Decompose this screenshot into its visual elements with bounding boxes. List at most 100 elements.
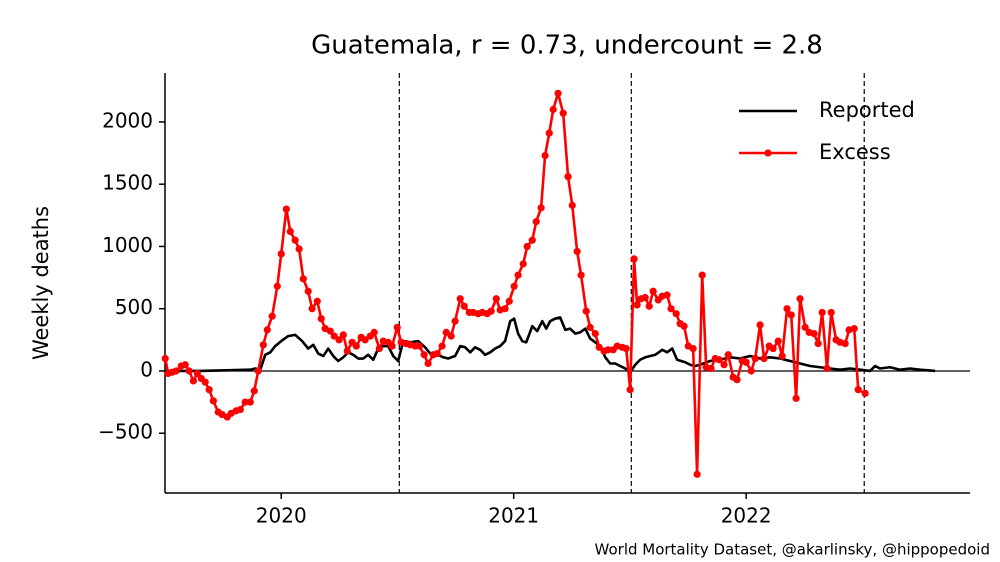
data-point: [259, 341, 267, 349]
data-point: [680, 322, 688, 330]
data-point: [559, 109, 567, 117]
y-tick-label: 1000: [102, 233, 153, 257]
data-point: [523, 242, 531, 251]
legend-label: Reported: [819, 98, 915, 122]
y-axis-label: Weekly deaths: [29, 206, 53, 360]
data-point: [326, 327, 334, 335]
data-point: [707, 364, 715, 373]
data-point: [209, 397, 217, 405]
data-point: [205, 386, 213, 394]
data-point: [591, 330, 599, 338]
data-point: [250, 387, 258, 395]
data-point: [823, 364, 831, 373]
data-point: [193, 369, 201, 378]
data-point: [528, 236, 536, 244]
data-point: [519, 260, 527, 268]
data-point: [442, 328, 450, 336]
data-point: [787, 311, 795, 319]
data-point: [304, 287, 312, 295]
data-point: [818, 308, 826, 317]
data-point: [339, 331, 347, 339]
data-point: [582, 307, 590, 315]
data-point: [172, 367, 180, 375]
legend-label: Excess: [819, 140, 891, 164]
data-point: [778, 352, 786, 360]
data-point: [393, 323, 401, 331]
x-tick-label: 2020: [256, 504, 307, 528]
data-point: [286, 227, 294, 236]
data-point: [554, 89, 562, 97]
data-point: [796, 295, 804, 303]
data-point: [715, 356, 723, 364]
data-point: [308, 305, 316, 313]
data-point: [814, 339, 822, 348]
data-point: [375, 344, 383, 353]
data-point: [424, 359, 432, 368]
data-point: [626, 386, 634, 394]
data-point: [861, 389, 869, 397]
data-point: [510, 282, 518, 290]
data-point: [850, 325, 858, 333]
data-point: [487, 307, 495, 315]
data-point: [438, 342, 446, 350]
data-point: [420, 351, 428, 359]
data-point: [577, 271, 585, 279]
data-point: [181, 361, 189, 369]
data-point: [370, 328, 378, 336]
y-tick-label: 0: [140, 357, 153, 381]
data-point: [492, 295, 500, 303]
data-point: [295, 245, 303, 253]
data-point: [595, 343, 603, 351]
data-point: [541, 151, 549, 160]
data-point: [827, 308, 835, 317]
data-point: [388, 342, 396, 350]
data-point: [751, 354, 759, 363]
data-point: [273, 282, 281, 290]
chart-title: Guatemala, r = 0.73, undercount = 2.8: [311, 31, 823, 61]
y-tick-label: 2000: [102, 108, 153, 132]
data-point: [189, 377, 197, 385]
data-point: [268, 312, 276, 320]
data-point: [291, 236, 299, 244]
x-tick-label: 2022: [721, 504, 772, 528]
data-point: [641, 293, 649, 302]
data-point: [545, 129, 553, 137]
data-point: [501, 305, 509, 313]
x-tick-label: 2021: [488, 504, 539, 528]
data-point: [415, 342, 423, 350]
data-point: [604, 346, 612, 354]
data-point: [451, 317, 459, 325]
data-point: [756, 321, 764, 329]
data-point: [282, 205, 290, 213]
data-point: [689, 344, 697, 353]
data-point: [246, 398, 254, 406]
data-point: [810, 330, 818, 338]
data-point: [586, 323, 594, 331]
data-point: [733, 376, 741, 384]
data-point: [514, 271, 522, 279]
data-point: [313, 297, 321, 305]
data-point: [645, 302, 653, 310]
source-note: World Mortality Dataset, @akarlinsky, @h…: [595, 541, 990, 559]
data-point: [698, 271, 706, 279]
data-point: [663, 291, 671, 299]
data-point: [672, 310, 680, 318]
data-point: [630, 255, 638, 263]
data-point: [460, 302, 468, 310]
data-point: [742, 358, 750, 366]
data-point: [564, 173, 572, 181]
data-point: [236, 405, 244, 414]
data-point: [254, 367, 262, 375]
data-point: [263, 326, 271, 334]
data-point: [335, 336, 343, 344]
data-point: [801, 323, 809, 331]
data-point: [760, 354, 768, 363]
data-point: [447, 332, 455, 340]
data-point: [667, 305, 675, 313]
data-point: [774, 337, 782, 345]
data-point: [532, 217, 540, 226]
data-point: [649, 287, 657, 295]
data-point: [854, 386, 862, 394]
data-point: [792, 394, 800, 402]
